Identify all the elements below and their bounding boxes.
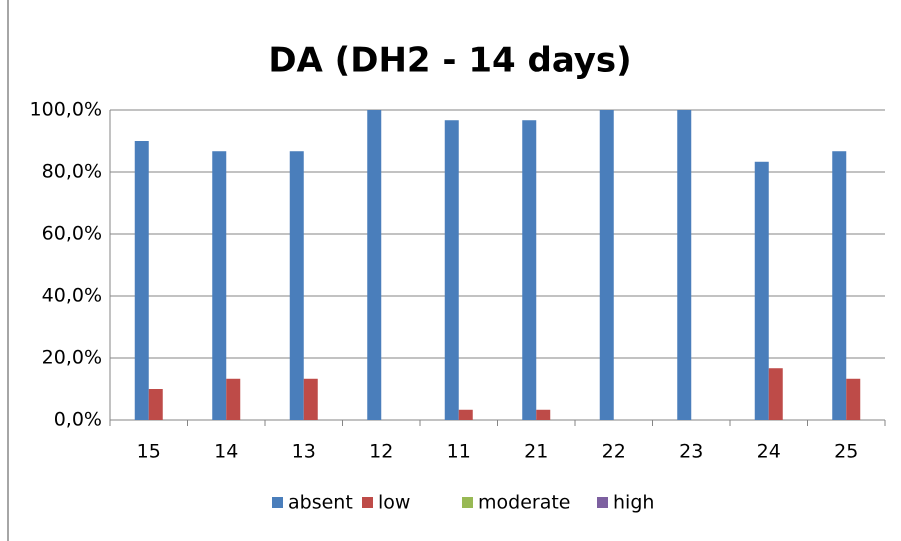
bar [148,389,163,420]
x-tick-label: 21 [524,441,548,463]
bar [754,161,769,420]
bar [212,151,227,421]
bar [444,120,459,420]
x-tick-label: 24 [757,441,781,463]
legend-swatch [272,497,283,508]
x-tick-label: 22 [602,441,626,463]
x-tick-label: 15 [137,441,161,463]
x-tick-label: 23 [679,441,703,463]
bar [134,141,149,420]
legend-label: moderate [478,492,570,514]
y-tick-label: 0,0% [54,409,102,431]
bar [832,151,847,421]
y-tick-label: 20,0% [42,347,102,369]
bar [226,378,241,420]
legend-swatch [462,497,473,508]
bar [536,409,551,420]
y-tick-label: 40,0% [42,285,102,307]
x-tick-label: 14 [214,441,238,463]
bar [677,110,692,420]
bar [846,378,861,420]
x-tick-label: 25 [834,441,858,463]
y-tick-label: 60,0% [42,223,102,245]
bar [522,120,537,420]
legend-swatch [362,497,373,508]
x-tick-label: 12 [369,441,393,463]
x-tick-label: 13 [292,441,316,463]
legend-swatch [597,497,608,508]
bar [768,368,783,420]
legend-label: absent [288,492,353,514]
bar [599,110,614,420]
bar [303,378,318,420]
x-tick-label: 11 [447,441,471,463]
y-tick-label: 80,0% [42,161,102,183]
legend-label: high [613,492,654,514]
legend-label: low [378,492,410,514]
bar [458,409,473,420]
chart-title: DA (DH2 - 14 days) [268,41,631,81]
bar [367,110,382,420]
y-tick-label: 100,0% [30,99,102,121]
bar [289,151,304,421]
